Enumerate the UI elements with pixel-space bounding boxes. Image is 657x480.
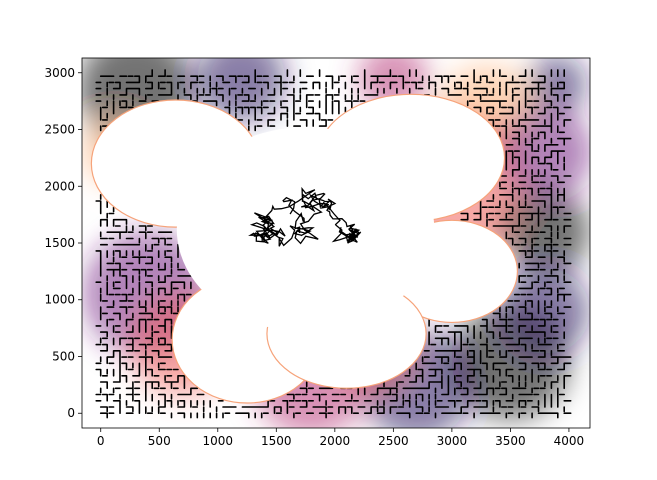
- color-region: [501, 188, 590, 275]
- y-tick-label: 0: [67, 406, 75, 420]
- color-region: [498, 106, 590, 198]
- center-tour: [248, 186, 362, 247]
- x-tick-label: 3500: [495, 434, 526, 448]
- x-tick-label: 4000: [554, 434, 585, 448]
- x-axis: 0 500 1000 1500 2000 2500 3000 3500 4000: [97, 428, 584, 448]
- x-tick-label: 1500: [261, 434, 292, 448]
- y-tick-label: 3000: [44, 66, 75, 80]
- x-tick-label: 1000: [203, 434, 234, 448]
- tour-segments: [95, 69, 572, 419]
- x-tick-label: 2500: [378, 434, 409, 448]
- y-tick-label: 2000: [44, 179, 75, 193]
- y-tick-label: 500: [52, 349, 75, 363]
- x-tick-label: 2000: [320, 434, 351, 448]
- x-tick-label: 0: [97, 434, 105, 448]
- y-tick-label: 1500: [44, 236, 75, 250]
- plot-area: [82, 58, 590, 428]
- flower-center-path: [248, 186, 362, 247]
- x-tick-label: 500: [148, 434, 171, 448]
- x-tick-label: 3000: [437, 434, 468, 448]
- y-tick-label: 2500: [44, 123, 75, 137]
- y-axis: 0 500 1000 1500 2000 2500 3000: [44, 66, 82, 420]
- y-tick-label: 1000: [44, 293, 75, 307]
- tsp-path: [95, 69, 572, 419]
- color-region: [196, 58, 286, 122]
